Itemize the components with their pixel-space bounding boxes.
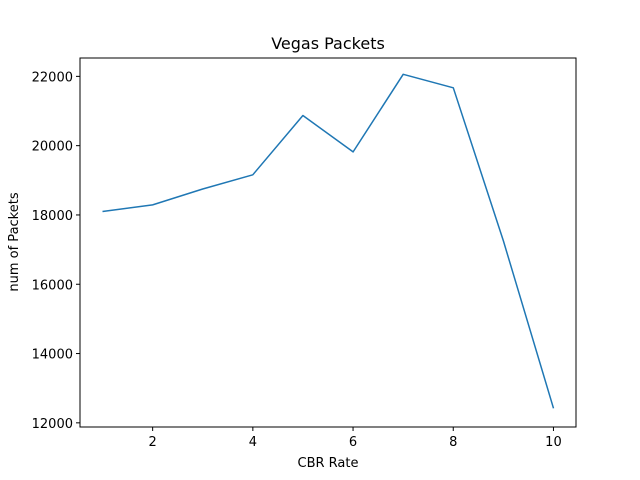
y-tick-label: 18000	[32, 209, 73, 224]
series-layer	[102, 73, 555, 409]
x-axis: 2 4 6 8 10	[149, 427, 562, 450]
y-axis-label: num of Packets	[7, 192, 22, 291]
y-tick-label: 16000	[32, 278, 73, 293]
x-axis-label: CBR Rate	[298, 456, 359, 471]
y-axis: 12000 14000 16000 18000 20000 22000	[32, 70, 80, 432]
plot-area: 2 4 6 8 10 12000 14000 16000 18000 20000 22000	[32, 57, 577, 450]
plot-frame	[79, 57, 577, 428]
y-tick-label: 12000	[32, 417, 73, 432]
x-tick-label: 2	[149, 435, 157, 450]
x-tick-label: 8	[449, 435, 457, 450]
x-tick-label: 4	[249, 435, 257, 450]
y-tick-label: 14000	[32, 348, 73, 363]
y-tick-label: 20000	[32, 140, 73, 155]
y-tick-label: 22000	[32, 70, 73, 85]
x-tick-label: 10	[545, 435, 562, 450]
x-tick-label: 6	[349, 435, 357, 450]
chart-title: Vegas Packets	[271, 34, 385, 53]
series-line	[102, 73, 555, 409]
